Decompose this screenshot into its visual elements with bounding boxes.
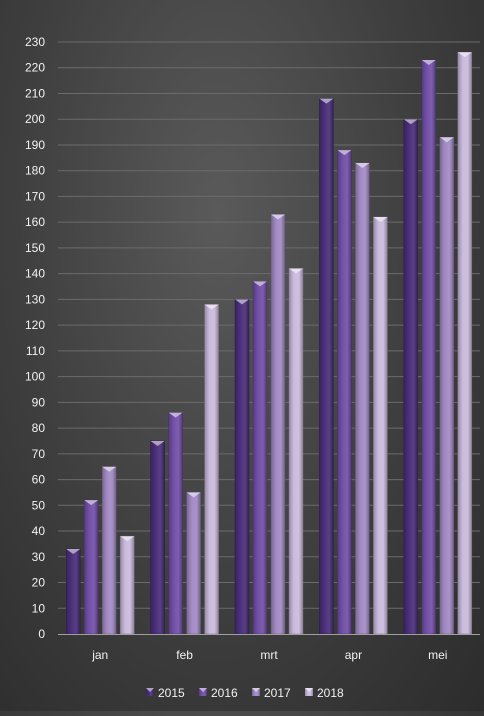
bar-cap-2017-feb: [186, 492, 201, 498]
y-tick-label: 110: [26, 344, 45, 358]
y-tick-label: 170: [25, 189, 45, 203]
bar-2015-apr: [319, 98, 334, 635]
y-tick-label: 30: [32, 550, 46, 564]
y-tick-label: 100: [25, 370, 45, 384]
x-tick-label: jan: [91, 648, 108, 662]
y-tick-label: 130: [25, 292, 45, 306]
bar-cap-2017-mrt: [271, 214, 285, 220]
bar-2018-apr: [373, 216, 388, 635]
y-tick-label: 40: [32, 524, 46, 538]
legend-item-2017: 2017: [252, 686, 291, 700]
y-tick-label: 180: [25, 164, 45, 178]
bar-2015-mei: [403, 118, 419, 635]
bar-cap-2015-feb: [150, 440, 165, 446]
bar-2018-feb: [204, 304, 219, 635]
y-tick-label: 210: [25, 86, 45, 100]
bars: [65, 52, 473, 635]
y-tick-label: 230: [25, 35, 45, 49]
y-tick-label: 80: [32, 421, 46, 435]
y-tick-label: 220: [25, 61, 45, 75]
y-tick-label: 60: [32, 473, 46, 487]
bar-2015-jan: [65, 548, 81, 635]
bar-cap-2015-apr: [319, 98, 334, 104]
x-tick-label: feb: [176, 648, 193, 662]
y-tick-label: 120: [25, 318, 45, 332]
x-axis-tick-labels: jan feb mrt apr mei: [91, 648, 447, 662]
bar-cap-2017-jan: [102, 466, 117, 472]
bar-2016-feb: [168, 412, 183, 635]
legend: 2015 2016 2017 2018: [146, 686, 344, 700]
y-tick-label: 20: [32, 576, 46, 590]
legend-label: 2015: [158, 686, 185, 700]
bar-cap-2017-apr: [355, 162, 370, 168]
legend-swatch-cap: [305, 688, 313, 692]
bar-2015-mrt: [234, 299, 250, 635]
bar-cap-2016-apr: [337, 150, 352, 156]
bar-cap-2016-mei: [421, 60, 436, 66]
legend-item-2015: 2015: [146, 686, 185, 700]
bar-2018-jan: [119, 535, 135, 635]
y-tick-label: 200: [25, 112, 45, 126]
y-tick-label: 10: [32, 601, 46, 615]
legend-item-2018: 2018: [305, 686, 344, 700]
bar-2018-mrt: [288, 268, 304, 635]
bar-2017-mei: [439, 136, 455, 635]
legend-label: 2016: [211, 686, 238, 700]
bar-2017-feb: [186, 492, 201, 635]
bar-2017-apr: [355, 162, 370, 635]
x-tick-label: apr: [345, 648, 362, 662]
y-tick-label: 50: [32, 498, 46, 512]
bar-2015-feb: [150, 440, 165, 635]
bar-cap-2016-mrt: [253, 281, 267, 287]
bar-cap-2016-feb: [168, 412, 183, 418]
bar-2016-mrt: [252, 281, 268, 635]
bar-cap-2015-jan: [66, 549, 81, 555]
legend-item-2016: 2016: [199, 686, 238, 700]
bar-cap-2018-mei: [457, 52, 472, 58]
bar-2016-mei: [421, 59, 437, 635]
bar-2017-mrt: [270, 214, 286, 635]
bar-2017-jan: [101, 466, 117, 635]
y-tick-label: 70: [32, 447, 46, 461]
y-tick-label: 190: [25, 138, 45, 152]
bar-2016-jan: [83, 499, 99, 635]
bar-2018-mei: [457, 52, 473, 635]
y-tick-label: 150: [25, 241, 45, 255]
legend-label: 2018: [317, 686, 344, 700]
legend-swatch-cap: [199, 688, 207, 692]
bar-cap-2018-mrt: [289, 268, 303, 274]
legend-swatch-cap: [252, 688, 260, 692]
bar-cap-2017-mei: [439, 137, 454, 143]
bar-cap-2018-feb: [204, 304, 219, 310]
legend-label: 2017: [264, 686, 291, 700]
bar-2016-apr: [337, 149, 352, 635]
bar-cap-2015-mei: [403, 119, 418, 125]
y-tick-label: 90: [32, 395, 46, 409]
y-axis-tick-labels: 0 10 20 30 40 50 60 70 80 90 100 110 120 130 140 150 160…: [25, 35, 45, 641]
bar-cap-2016-jan: [84, 500, 99, 506]
bar-cap-2015-mrt: [235, 299, 249, 305]
x-tick-label: mrt: [260, 648, 278, 662]
y-tick-label: 0: [38, 627, 45, 641]
bar-cap-2018-apr: [373, 217, 388, 223]
bar-cap-2018-jan: [120, 536, 135, 542]
y-tick-label: 140: [25, 267, 45, 281]
legend-swatch-cap: [146, 688, 154, 692]
x-tick-label: mei: [428, 648, 447, 662]
y-tick-label: 160: [25, 215, 45, 229]
